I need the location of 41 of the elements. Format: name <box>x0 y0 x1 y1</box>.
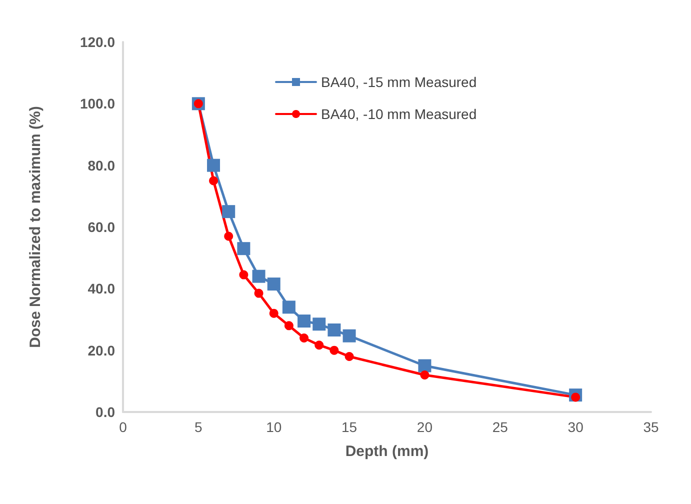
point <box>298 314 311 328</box>
point <box>300 334 309 342</box>
y-tick-label: 60.0 <box>88 219 116 235</box>
y-tick-label: 0.0 <box>96 404 116 420</box>
x-tick-label: 25 <box>492 419 508 435</box>
legend-label: BA40, -10 mm Measured <box>321 106 477 122</box>
x-tick-label: 5 <box>194 419 203 435</box>
point <box>254 288 264 298</box>
x-tick-label: 30 <box>568 419 584 435</box>
y-tick-label: 20.0 <box>88 342 116 358</box>
x-tick-label: 15 <box>341 419 358 435</box>
x-tick-label: 35 <box>643 419 659 435</box>
x-tick-label: 10 <box>266 419 282 435</box>
point <box>237 242 250 256</box>
point <box>252 270 266 283</box>
point <box>342 329 356 342</box>
point <box>207 158 220 172</box>
point <box>344 352 354 361</box>
point <box>282 300 296 314</box>
y-tick-label: 100.0 <box>80 96 116 112</box>
x-tick-label: 0 <box>119 419 128 435</box>
point <box>284 321 294 330</box>
y-tick-label: 120.0 <box>80 34 116 50</box>
y-tick-label: 40.0 <box>88 280 116 297</box>
point <box>267 278 280 291</box>
point <box>222 205 236 218</box>
point <box>209 176 218 186</box>
point <box>420 370 430 380</box>
y-tick-label: 80.0 <box>88 157 116 174</box>
point <box>330 346 339 355</box>
point <box>312 318 326 331</box>
y-axis-title: Dose Normalized to maximum (%) <box>27 106 44 348</box>
point <box>269 308 278 318</box>
legend-label: BA40, -15 mm Measured <box>321 74 477 90</box>
x-axis-title: Depth (mm) <box>345 443 429 460</box>
point <box>224 232 234 241</box>
point <box>328 323 341 336</box>
x-tick-label: 20 <box>416 419 433 435</box>
point <box>418 359 432 372</box>
point <box>239 270 248 280</box>
point <box>314 340 324 350</box>
